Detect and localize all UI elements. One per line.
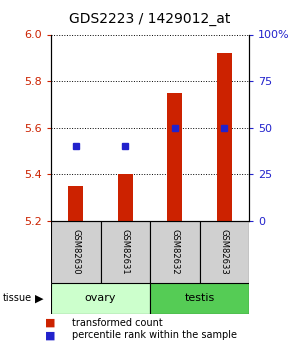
Text: GDS2223 / 1429012_at: GDS2223 / 1429012_at bbox=[69, 12, 231, 26]
Text: GSM82633: GSM82633 bbox=[220, 229, 229, 275]
Text: percentile rank within the sample: percentile rank within the sample bbox=[72, 331, 237, 340]
Text: ■: ■ bbox=[45, 331, 56, 340]
Text: testis: testis bbox=[184, 294, 214, 303]
Bar bbox=[51, 283, 150, 314]
Text: GSM82630: GSM82630 bbox=[71, 229, 80, 275]
Bar bbox=[150, 221, 200, 283]
Bar bbox=[68, 186, 83, 221]
Text: ■: ■ bbox=[45, 318, 56, 327]
Text: tissue: tissue bbox=[3, 294, 32, 303]
Text: GSM82631: GSM82631 bbox=[121, 229, 130, 275]
Text: ▶: ▶ bbox=[34, 294, 43, 303]
Bar bbox=[150, 283, 249, 314]
Text: GSM82632: GSM82632 bbox=[170, 229, 179, 275]
Bar bbox=[167, 93, 182, 221]
Bar bbox=[100, 221, 150, 283]
Text: ovary: ovary bbox=[85, 294, 116, 303]
Bar bbox=[200, 221, 249, 283]
Text: transformed count: transformed count bbox=[72, 318, 163, 327]
Bar bbox=[51, 221, 100, 283]
Bar bbox=[217, 53, 232, 221]
Bar bbox=[118, 174, 133, 221]
